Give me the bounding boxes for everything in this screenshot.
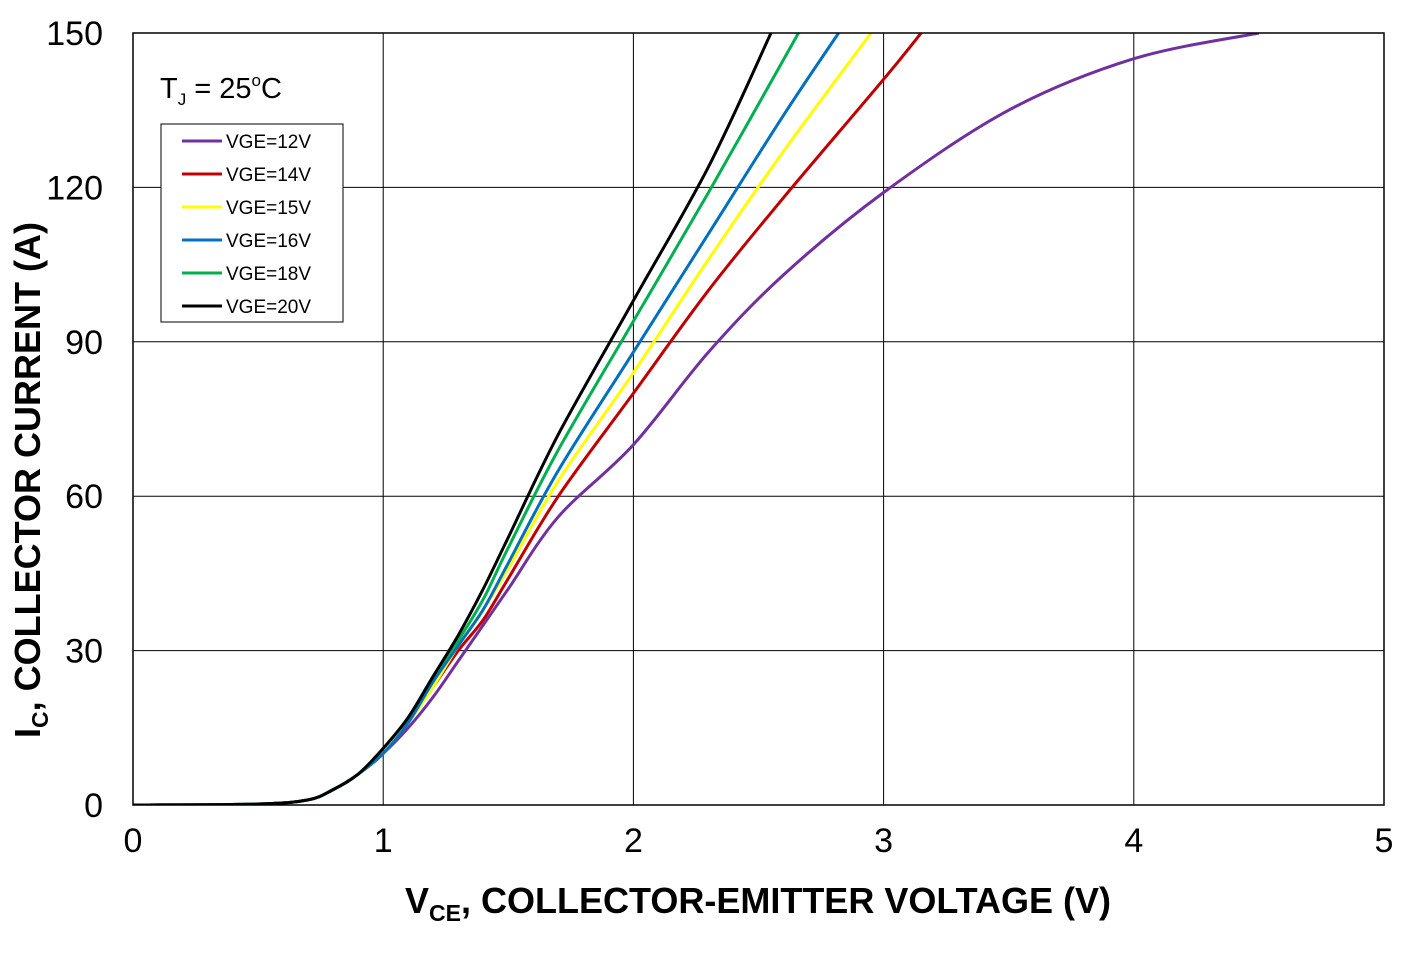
annotation-base: T xyxy=(160,73,178,105)
legend-label: VGE=12V xyxy=(226,132,311,153)
annotation-sup: o xyxy=(252,71,261,90)
temperature-annotation: TJ = 25oC xyxy=(160,71,282,109)
annotation-unit: C xyxy=(261,73,282,105)
x-tick-label: 4 xyxy=(1124,822,1143,860)
y-tick-label: 0 xyxy=(84,787,103,825)
legend: VGE=12V VGE=14V VGE=15V VGE=16V VGE=18V VGE=2… xyxy=(160,123,344,323)
y-tick-label: 120 xyxy=(46,169,103,207)
legend-label: VGE=18V xyxy=(226,264,311,285)
legend-label: VGE=15V xyxy=(226,198,311,219)
y-tick-label: 30 xyxy=(65,633,103,671)
annotation-eq: = 25 xyxy=(186,73,251,105)
legend-label: VGE=16V xyxy=(226,231,311,252)
y-tick-label: 90 xyxy=(65,324,103,362)
x-axis-title-rest: , COLLECTOR-EMITTER VOLTAGE (V) xyxy=(461,880,1111,921)
y-axis-title-sub: C xyxy=(27,711,53,728)
x-tick-labels: 0 1 2 3 4 5 xyxy=(124,822,1394,860)
x-axis-title-base: V xyxy=(405,880,429,921)
plot-frame xyxy=(132,32,1385,806)
y-tick-label: 150 xyxy=(46,15,103,53)
x-tick-label: 2 xyxy=(624,822,643,860)
x-axis-title-sub: CE xyxy=(429,900,461,926)
y-axis-title: IC, COLLECTOR CURRENT (A) xyxy=(7,222,53,738)
legend-label: VGE=20V xyxy=(226,297,311,318)
y-axis-title-base: I xyxy=(7,728,48,738)
x-tick-label: 3 xyxy=(874,822,893,860)
x-tick-label: 0 xyxy=(124,822,143,860)
series-lines xyxy=(133,33,1260,805)
x-axis-title: VCE, COLLECTOR-EMITTER VOLTAGE (V) xyxy=(405,880,1111,926)
y-axis-title-rest: , COLLECTOR CURRENT (A) xyxy=(7,222,48,711)
x-tick-label: 1 xyxy=(374,822,393,860)
legend-label: VGE=14V xyxy=(226,165,311,186)
x-tick-label: 5 xyxy=(1375,822,1394,860)
y-tick-label: 60 xyxy=(65,478,103,516)
series-line-6 xyxy=(133,33,773,805)
annotation-sub: J xyxy=(178,90,187,109)
y-tick-labels: 0 30 60 90 120 150 xyxy=(46,15,103,825)
legend-box xyxy=(160,123,344,323)
